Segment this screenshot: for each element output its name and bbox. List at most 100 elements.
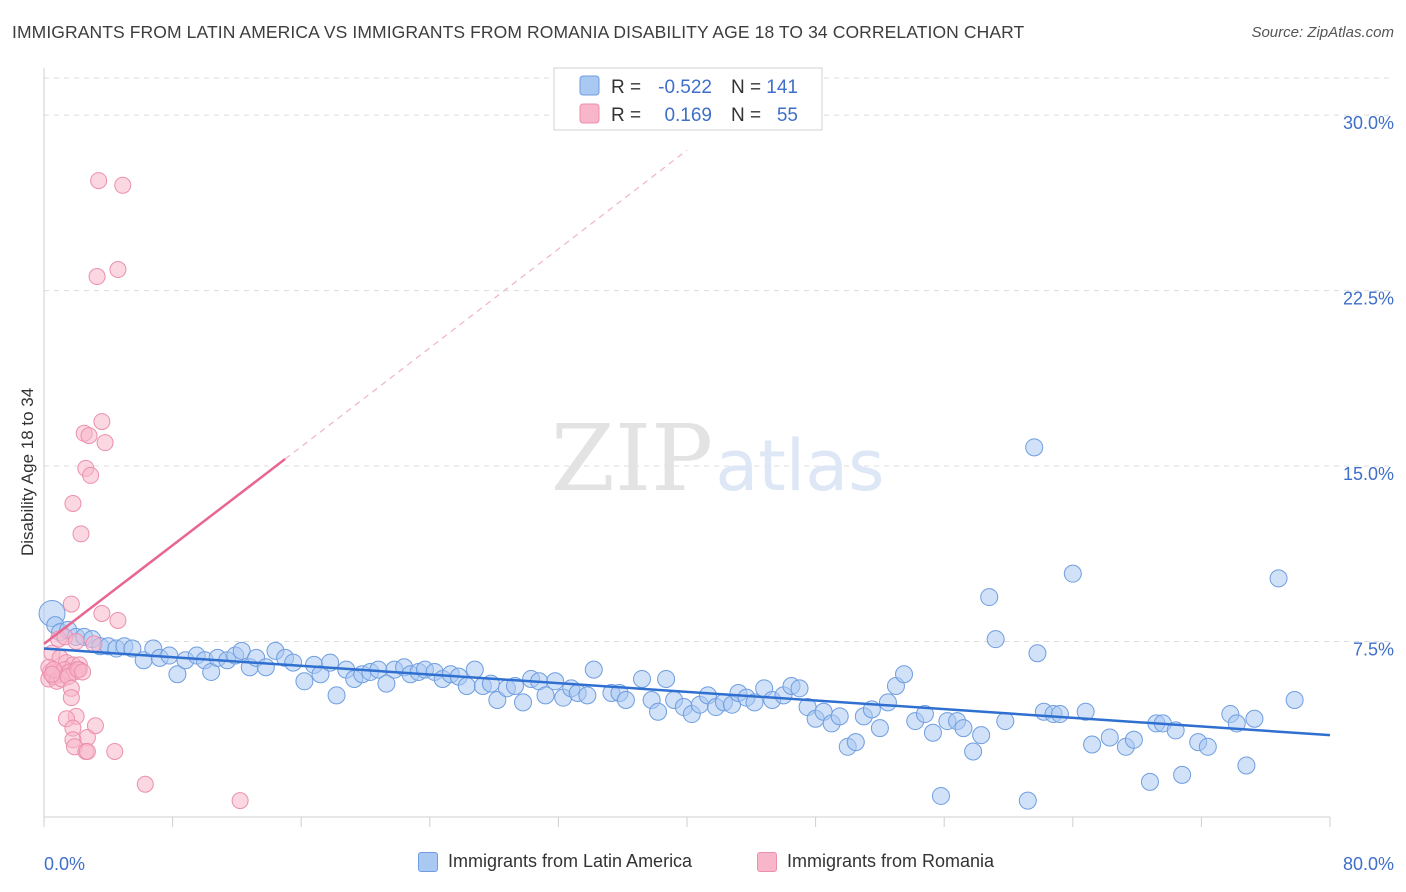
latin-america-point [657,669,676,688]
latin-america-point [790,679,809,698]
legend-n-label-blue: N = [731,77,761,98]
romania-point [80,427,98,445]
latin-america-point [546,672,565,691]
latin-america-point [488,691,507,710]
latin-america-point [996,712,1015,731]
latin-america-point [986,630,1005,649]
latin-america-point [232,641,251,660]
axis-layer [43,68,1331,827]
bottom-legend: Immigrants from Latin America Immigrants… [0,851,1406,879]
romania-point [109,611,127,629]
latin-america-point [1018,791,1037,810]
latin-america-point [295,672,314,691]
romania-point [231,792,249,810]
romania-point [62,595,80,613]
latin-america-point [465,660,484,679]
latin-america-point [878,693,897,712]
latin-america-point [311,665,330,684]
latin-america-point [377,674,396,693]
latin-america-point [915,705,934,724]
bottom-legend-swatch-blue [418,851,438,872]
romania-point [96,434,114,452]
y-tick-label: 22.5% [1343,289,1394,309]
latin-america-point [284,653,303,672]
watermark-atlas: atlas [715,425,884,507]
latin-america-point [1100,728,1119,747]
source-label: Source: ZipAtlas.com [1251,24,1394,41]
y-tick-label: 15.0% [1343,464,1394,484]
romania-trend-line [43,458,286,645]
latin-america-point [870,719,889,738]
latin-america-point [931,786,950,805]
latin-america-point [632,669,651,688]
watermark-zip: ZIP [551,405,713,512]
romania-point [106,742,124,760]
legend-swatch-pink [579,103,600,124]
legend-r-label-blue: R = [611,77,641,98]
latin-america-point [1025,438,1044,457]
legend-n-value-blue: 141 [766,77,798,98]
latin-america-point [514,693,533,712]
watermark: ZIP atlas [551,405,885,512]
romania-point [78,742,96,760]
latin-america-point [616,691,635,710]
latin-america-point [584,660,603,679]
romania-point [109,261,127,279]
latin-america-point [846,733,865,752]
romania-point [114,176,132,194]
latin-america-point [1173,765,1192,784]
bottom-legend-item-latin-america: Immigrants from Latin America [418,851,692,872]
latin-america-point [1237,756,1256,775]
latin-america-point [972,726,991,745]
romania-point [72,525,90,543]
legend-r-value-pink: 0.169 [664,105,712,126]
latin-america-point [457,676,476,695]
legend-swatch-blue [579,75,600,96]
bottom-legend-swatch-pink [757,851,777,872]
romania-point [88,268,106,286]
latin-america-trend-line [43,647,1331,737]
latin-america-point [895,665,914,684]
latin-america-point [649,702,668,721]
legend-r-label-pink: R = [611,105,641,126]
legend-box: R = -0.522 N = 141 R = 0.169 N = 55 [553,67,823,131]
x-tick-label-min: 0.0% [44,854,85,874]
y-tick-labels: 7.5% 15.0% 22.5% 30.0% [1343,113,1394,659]
romania-point [67,633,85,651]
romania-trend-extension [284,149,688,460]
y-axis-label: Disability Age 18 to 34 [18,387,37,556]
trend-layer [43,149,1331,737]
latin-america-point [536,686,555,705]
grid-layer [44,77,1392,643]
latin-america-point [954,719,973,738]
latin-america-point [980,588,999,607]
latin-america-point [1198,737,1217,756]
legend-n-value-pink: 55 [777,105,798,126]
latin-america-point [1063,564,1082,583]
latin-america-point [1076,702,1095,721]
romania-point [74,663,92,681]
bottom-legend-label-latin-america: Immigrants from Latin America [448,851,693,871]
romania-point [93,604,111,622]
romania-point [93,413,111,431]
x-tick-label-max: 80.0% [1343,854,1394,874]
chart-title: IMMIGRANTS FROM LATIN AMERICA VS IMMIGRA… [12,22,1025,42]
y-tick-label: 7.5% [1353,640,1394,660]
series-romania-points [40,172,249,810]
romania-point [62,689,80,707]
y-tick-label: 30.0% [1343,113,1394,133]
romania-point [85,635,103,653]
latin-america-point [327,686,346,705]
latin-america-point [964,742,983,761]
romania-point [43,665,61,683]
x-tick-labels: 0.0% 80.0% [44,854,1394,874]
latin-america-point [168,665,187,684]
romania-point [86,717,104,735]
romania-point [90,172,108,190]
latin-america-point [256,658,275,677]
legend-n-label-pink: N = [731,105,761,126]
legend-r-value-blue: -0.522 [658,77,712,98]
bottom-legend-item-romania: Immigrants from Romania [757,851,994,872]
romania-point [64,494,82,512]
